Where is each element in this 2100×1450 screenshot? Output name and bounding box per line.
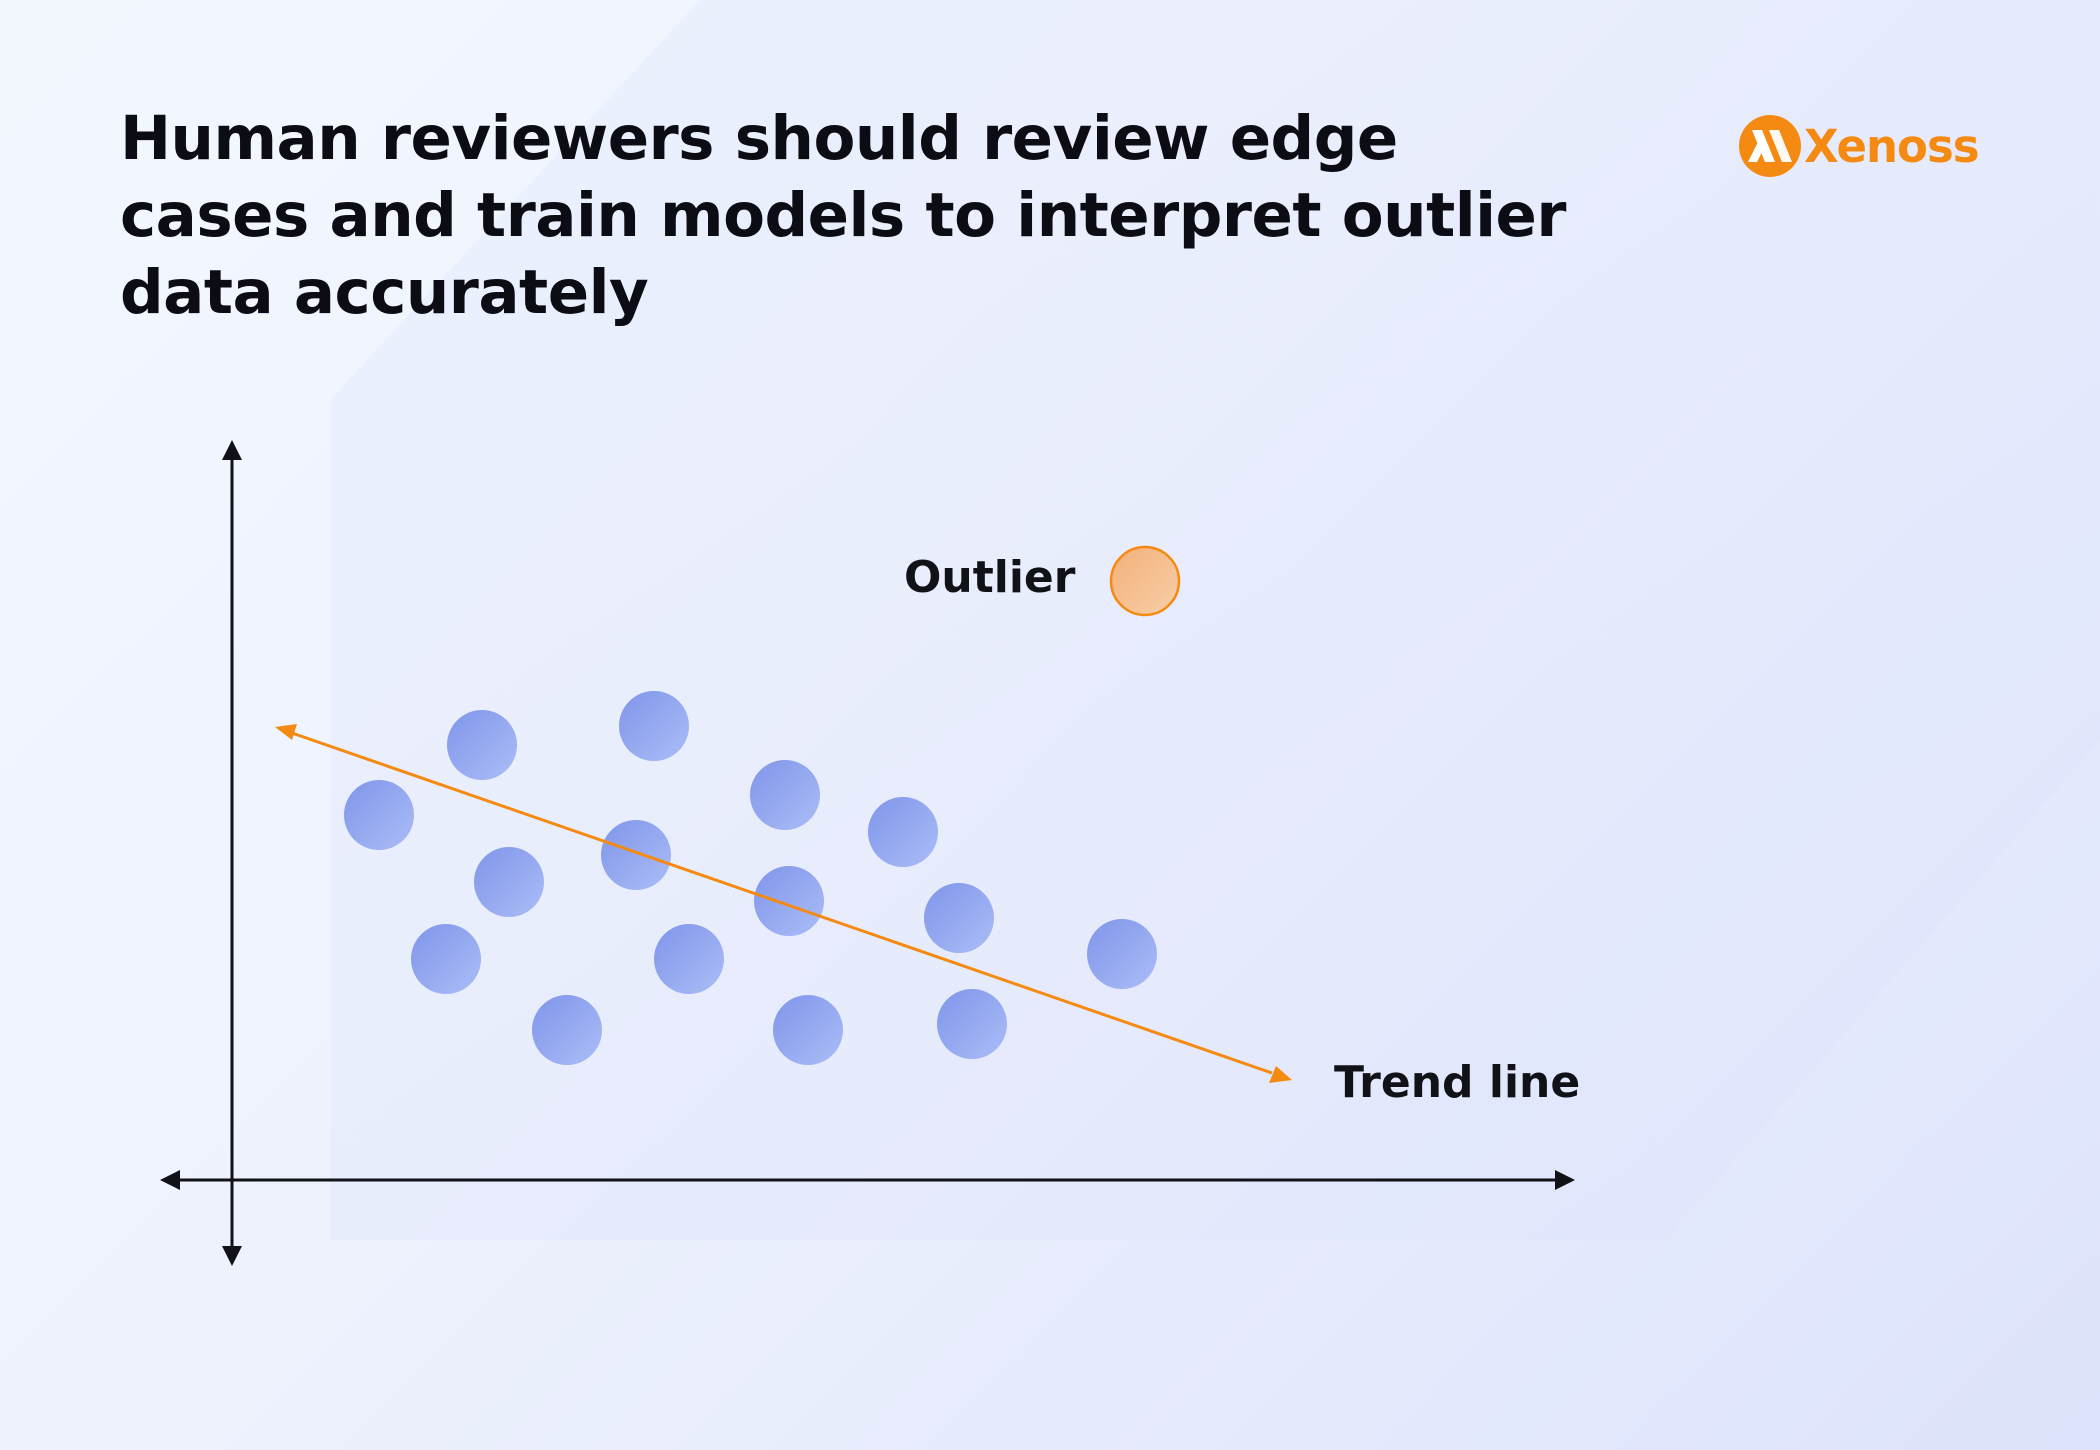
data-point (773, 995, 843, 1065)
data-point (868, 797, 938, 867)
outlier-label: Outlier (904, 552, 1076, 603)
data-point (1087, 919, 1157, 989)
trend-line-label: Trend line (1334, 1057, 1580, 1108)
data-point (411, 924, 481, 994)
data-point (754, 866, 824, 936)
data-point (937, 989, 1007, 1059)
data-points (344, 691, 1157, 1065)
headline: Human reviewers should review edge cases… (120, 100, 1567, 331)
x-axis (160, 1170, 1575, 1190)
data-point (474, 847, 544, 917)
data-point (924, 883, 994, 953)
headline-line-3: data accurately (120, 257, 649, 328)
headline-line-1: Human reviewers should review edge (120, 103, 1398, 174)
data-point (601, 820, 671, 890)
trend-line (275, 724, 1292, 1083)
data-point (532, 995, 602, 1065)
data-point (344, 780, 414, 850)
xenoss-logo: Xenoss (1738, 112, 1980, 180)
headline-line-2: cases and train models to interpret outl… (120, 180, 1567, 251)
data-point (654, 924, 724, 994)
outlier-point (1109, 545, 1181, 617)
logo-text: Xenoss (1804, 119, 1980, 173)
data-point (619, 691, 689, 761)
data-point (447, 710, 517, 780)
data-point (750, 760, 820, 830)
y-axis (222, 440, 242, 1266)
xenoss-logo-icon (1739, 115, 1801, 177)
